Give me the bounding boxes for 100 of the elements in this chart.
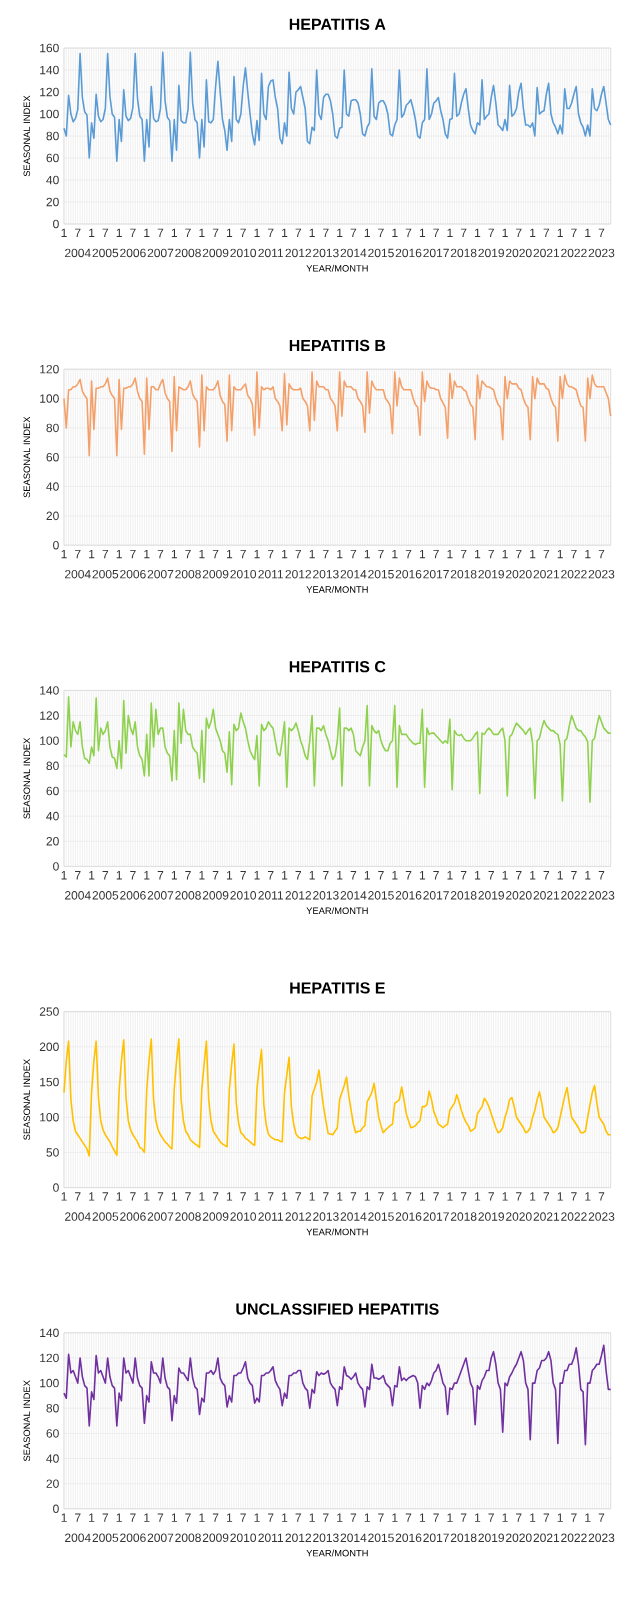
text: 2009 <box>202 1533 229 1543</box>
y-tick-label: 60 <box>46 452 59 462</box>
x-tick-label: 1 <box>171 549 177 559</box>
text: 2012 <box>285 569 312 579</box>
x-axis-title: YEAR/MONTH <box>306 586 368 593</box>
text: 2020 <box>506 569 532 579</box>
text: 2016 <box>395 248 422 258</box>
x-tick-label: 7 <box>433 871 439 880</box>
text: 2012 <box>285 891 312 900</box>
text: 2014 <box>340 569 367 579</box>
x-tick-label: 7 <box>405 871 412 880</box>
x-tick-label: 1 <box>419 1513 426 1522</box>
x-tick-label: 7 <box>75 1513 81 1522</box>
x-tick-label: 1 <box>89 1192 95 1201</box>
x-tick-label: 7 <box>488 1513 494 1522</box>
x-tick-label: 1 <box>171 1513 177 1522</box>
text: 2012 <box>285 1212 312 1221</box>
x-tick-label: 7 <box>598 1192 605 1201</box>
x-tick-label: 1 <box>254 871 260 880</box>
text: 2009 <box>202 248 229 258</box>
x-tick-label: 1 <box>61 549 67 559</box>
x-tick-label: 1 <box>585 228 591 237</box>
x-tick-label: 7 <box>433 1192 439 1201</box>
x-tick-label: 1 <box>530 549 536 559</box>
text: 2005 <box>92 1533 119 1543</box>
x-tick-label: 7 <box>516 228 522 237</box>
x-tick-label: 1 <box>116 1192 122 1201</box>
x-tick-label: 7 <box>267 1513 274 1522</box>
x-tick-label: 7 <box>350 1192 357 1201</box>
text: 2009 <box>202 1212 229 1221</box>
x-tick-label: 1 <box>116 228 122 237</box>
text: 2013 <box>313 1212 339 1221</box>
x-tick-label: 1 <box>226 1513 233 1522</box>
x-tick-label: 1 <box>309 871 315 880</box>
text: 2019 <box>478 248 504 258</box>
x-tick-label: 1 <box>282 549 288 559</box>
x-tick-label: 7 <box>240 871 246 880</box>
y-tick-label: 100 <box>40 109 59 119</box>
x-tick-label: 7 <box>378 228 384 237</box>
x-tick-label: 1 <box>557 228 563 237</box>
x-tick-label: 7 <box>267 1192 274 1201</box>
x-tick-label: 7 <box>543 1513 550 1522</box>
x-tick-label: 7 <box>598 1513 605 1522</box>
x-tick-label: 7 <box>295 871 302 880</box>
x-tick-label: 1 <box>447 871 453 880</box>
text: 2019 <box>478 1212 504 1221</box>
x-tick-label: 7 <box>516 1192 522 1201</box>
x-tick-label: 7 <box>543 1192 550 1201</box>
x-tick-label: 1 <box>171 871 177 880</box>
y-tick-label: 100 <box>40 1112 59 1122</box>
text: 2017 <box>423 1212 449 1221</box>
text: 2004 <box>65 891 91 900</box>
x-tick-label: 7 <box>460 1513 467 1522</box>
x-tick-label: 1 <box>419 1192 426 1201</box>
text: 2017 <box>423 1533 449 1543</box>
text: 2008 <box>175 1212 201 1221</box>
x-tick-label: 1 <box>116 871 122 880</box>
x-tick-label: 7 <box>75 228 81 237</box>
x-tick-label: 1 <box>557 871 563 880</box>
x-tick-label: 7 <box>130 871 136 880</box>
y-tick-label: 160 <box>40 43 59 53</box>
text: 2005 <box>92 891 119 900</box>
x-tick-label: 1 <box>309 1513 315 1522</box>
text: 2020 <box>506 1533 532 1543</box>
text: 2005 <box>92 569 119 579</box>
x-tick-label: 7 <box>488 228 494 237</box>
x-tick-label: 7 <box>323 228 329 237</box>
text: 2020 <box>506 1212 532 1221</box>
y-tick-label: 120 <box>40 87 59 97</box>
text: 2018 <box>450 891 477 900</box>
x-tick-label: 7 <box>323 871 329 880</box>
x-tick-label: 1 <box>585 549 591 559</box>
text: 2013 <box>313 1533 339 1543</box>
x-tick-label: 1 <box>419 228 426 237</box>
x-tick-label: 1 <box>475 549 481 559</box>
text: 2015 <box>368 891 394 900</box>
text: 2006 <box>120 1533 146 1543</box>
text: 2021 <box>533 248 560 258</box>
x-tick-label: 1 <box>447 1192 453 1201</box>
y-tick-label: 20 <box>46 511 59 521</box>
x-tick-label: 7 <box>157 549 164 559</box>
x-tick-label: 7 <box>157 871 164 880</box>
x-tick-label: 1 <box>226 228 233 237</box>
x-tick-label: 1 <box>392 871 398 880</box>
y-tick-label: 80 <box>46 761 59 771</box>
x-tick-label: 1 <box>364 1192 370 1201</box>
x-tick-label: 1 <box>530 228 536 237</box>
x-tick-label: 1 <box>392 1513 398 1522</box>
chart-title: UNCLASSIFIED HEPATITIS <box>236 1303 439 1315</box>
x-tick-label: 1 <box>419 871 426 880</box>
text: 2004 <box>65 248 91 258</box>
x-tick-label: 7 <box>598 871 605 880</box>
x-tick-label: 7 <box>212 549 219 559</box>
x-tick-label: 7 <box>75 549 81 559</box>
x-tick-label: 1 <box>392 1192 398 1201</box>
x-tick-label: 1 <box>144 549 150 559</box>
x-tick-label: 1 <box>530 871 536 880</box>
text: 2016 <box>395 891 422 900</box>
text: 2014 <box>340 1212 367 1221</box>
x-tick-label: 1 <box>282 871 288 880</box>
